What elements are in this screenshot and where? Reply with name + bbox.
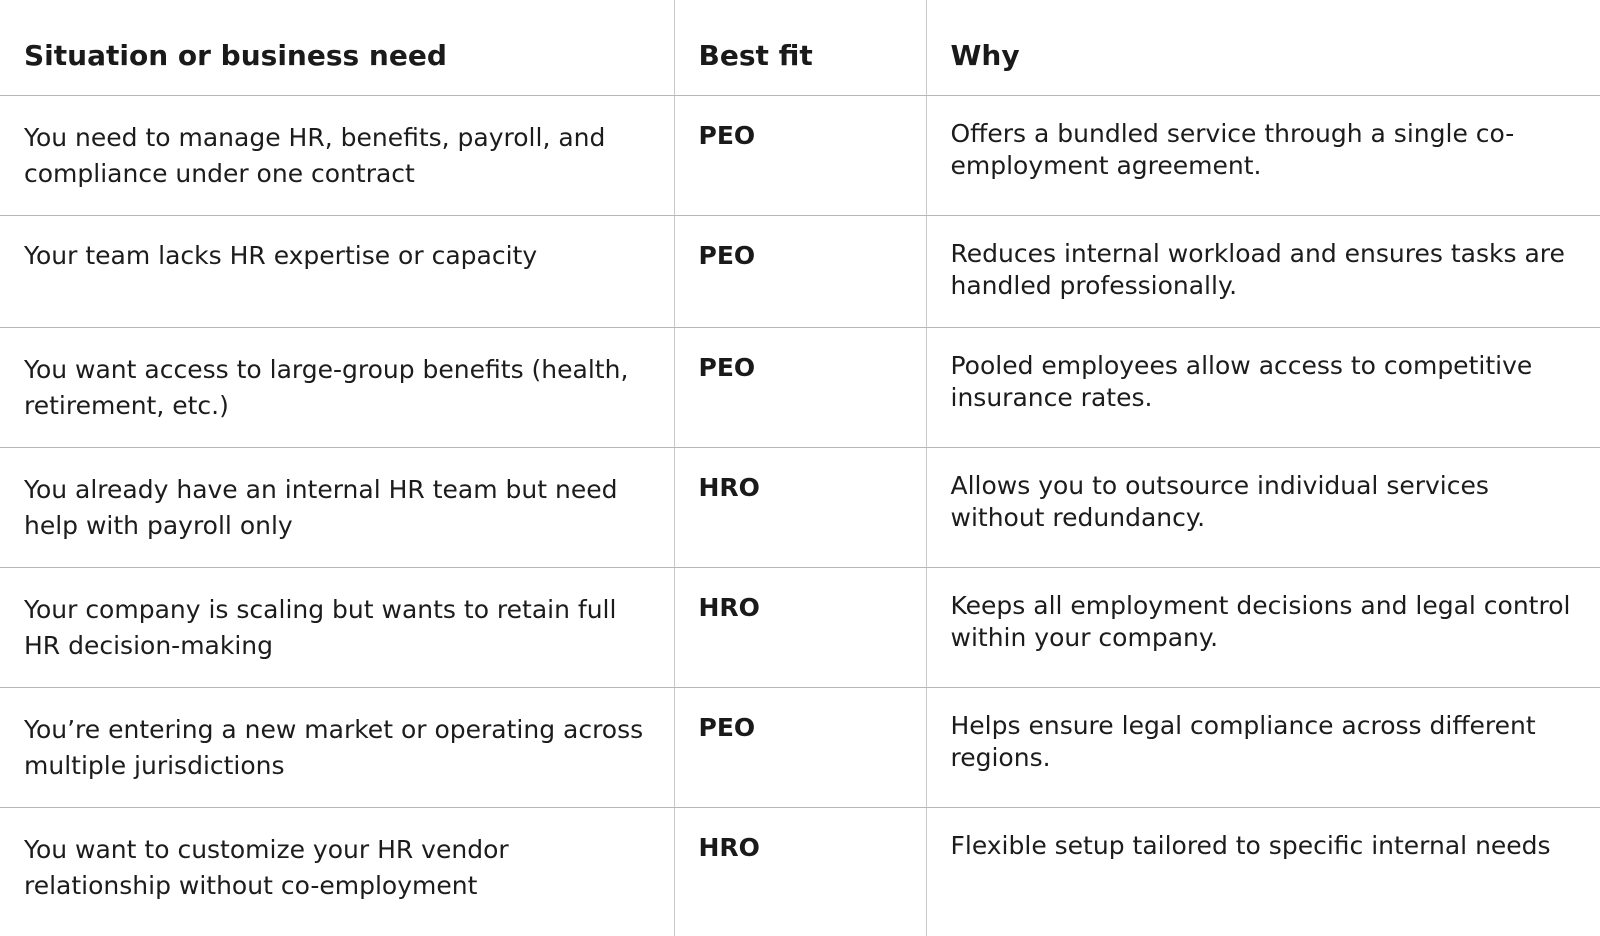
cell-best-fit: HRO (673, 567, 926, 688)
table-body: You need to manage HR, benefits, payroll… (0, 95, 1600, 936)
cell-best-fit: PEO (673, 215, 926, 328)
cell-best-fit: PEO (673, 687, 926, 808)
table-row: Your company is scaling but wants to ret… (0, 567, 1600, 688)
cell-why: Offers a bundled service through a singl… (925, 95, 1600, 216)
table-row: You already have an internal HR team but… (0, 447, 1600, 568)
table-row: You’re entering a new market or operatin… (0, 687, 1600, 808)
cell-situation: You need to manage HR, benefits, payroll… (0, 95, 674, 216)
header-row: Situation or business need Best fit Why (0, 0, 1600, 96)
cell-best-fit: PEO (673, 95, 926, 216)
header-best-fit: Best fit (673, 0, 926, 96)
table-row: Your team lacks HR expertise or capacity… (0, 215, 1600, 328)
table-header: Situation or business need Best fit Why (0, 0, 1600, 96)
table-row: You want to customize your HR vendor rel… (0, 807, 1600, 936)
table-row: You need to manage HR, benefits, payroll… (0, 95, 1600, 216)
cell-situation: Your team lacks HR expertise or capacity (0, 215, 674, 328)
cell-why: Keeps all employment decisions and legal… (925, 567, 1600, 688)
header-situation: Situation or business need (0, 0, 674, 96)
cell-best-fit: HRO (673, 807, 926, 936)
table-row: You want access to large-group benefits … (0, 327, 1600, 448)
cell-why: Pooled employees allow access to competi… (925, 327, 1600, 448)
cell-why: Reduces internal workload and ensures ta… (925, 215, 1600, 328)
cell-best-fit: PEO (673, 327, 926, 448)
cell-why: Helps ensure legal compliance across dif… (925, 687, 1600, 808)
cell-best-fit: HRO (673, 447, 926, 568)
cell-situation: You already have an internal HR team but… (0, 447, 674, 568)
cell-situation: You want access to large-group benefits … (0, 327, 674, 448)
cell-why: Flexible setup tailored to specific inte… (925, 807, 1600, 936)
cell-why: Allows you to outsource individual servi… (925, 447, 1600, 568)
header-why: Why (925, 0, 1600, 96)
cell-situation: You want to customize your HR vendor rel… (24, 834, 509, 900)
cell-situation: Your company is scaling but wants to ret… (0, 567, 674, 688)
cell-situation: You’re entering a new market or operatin… (0, 687, 674, 808)
